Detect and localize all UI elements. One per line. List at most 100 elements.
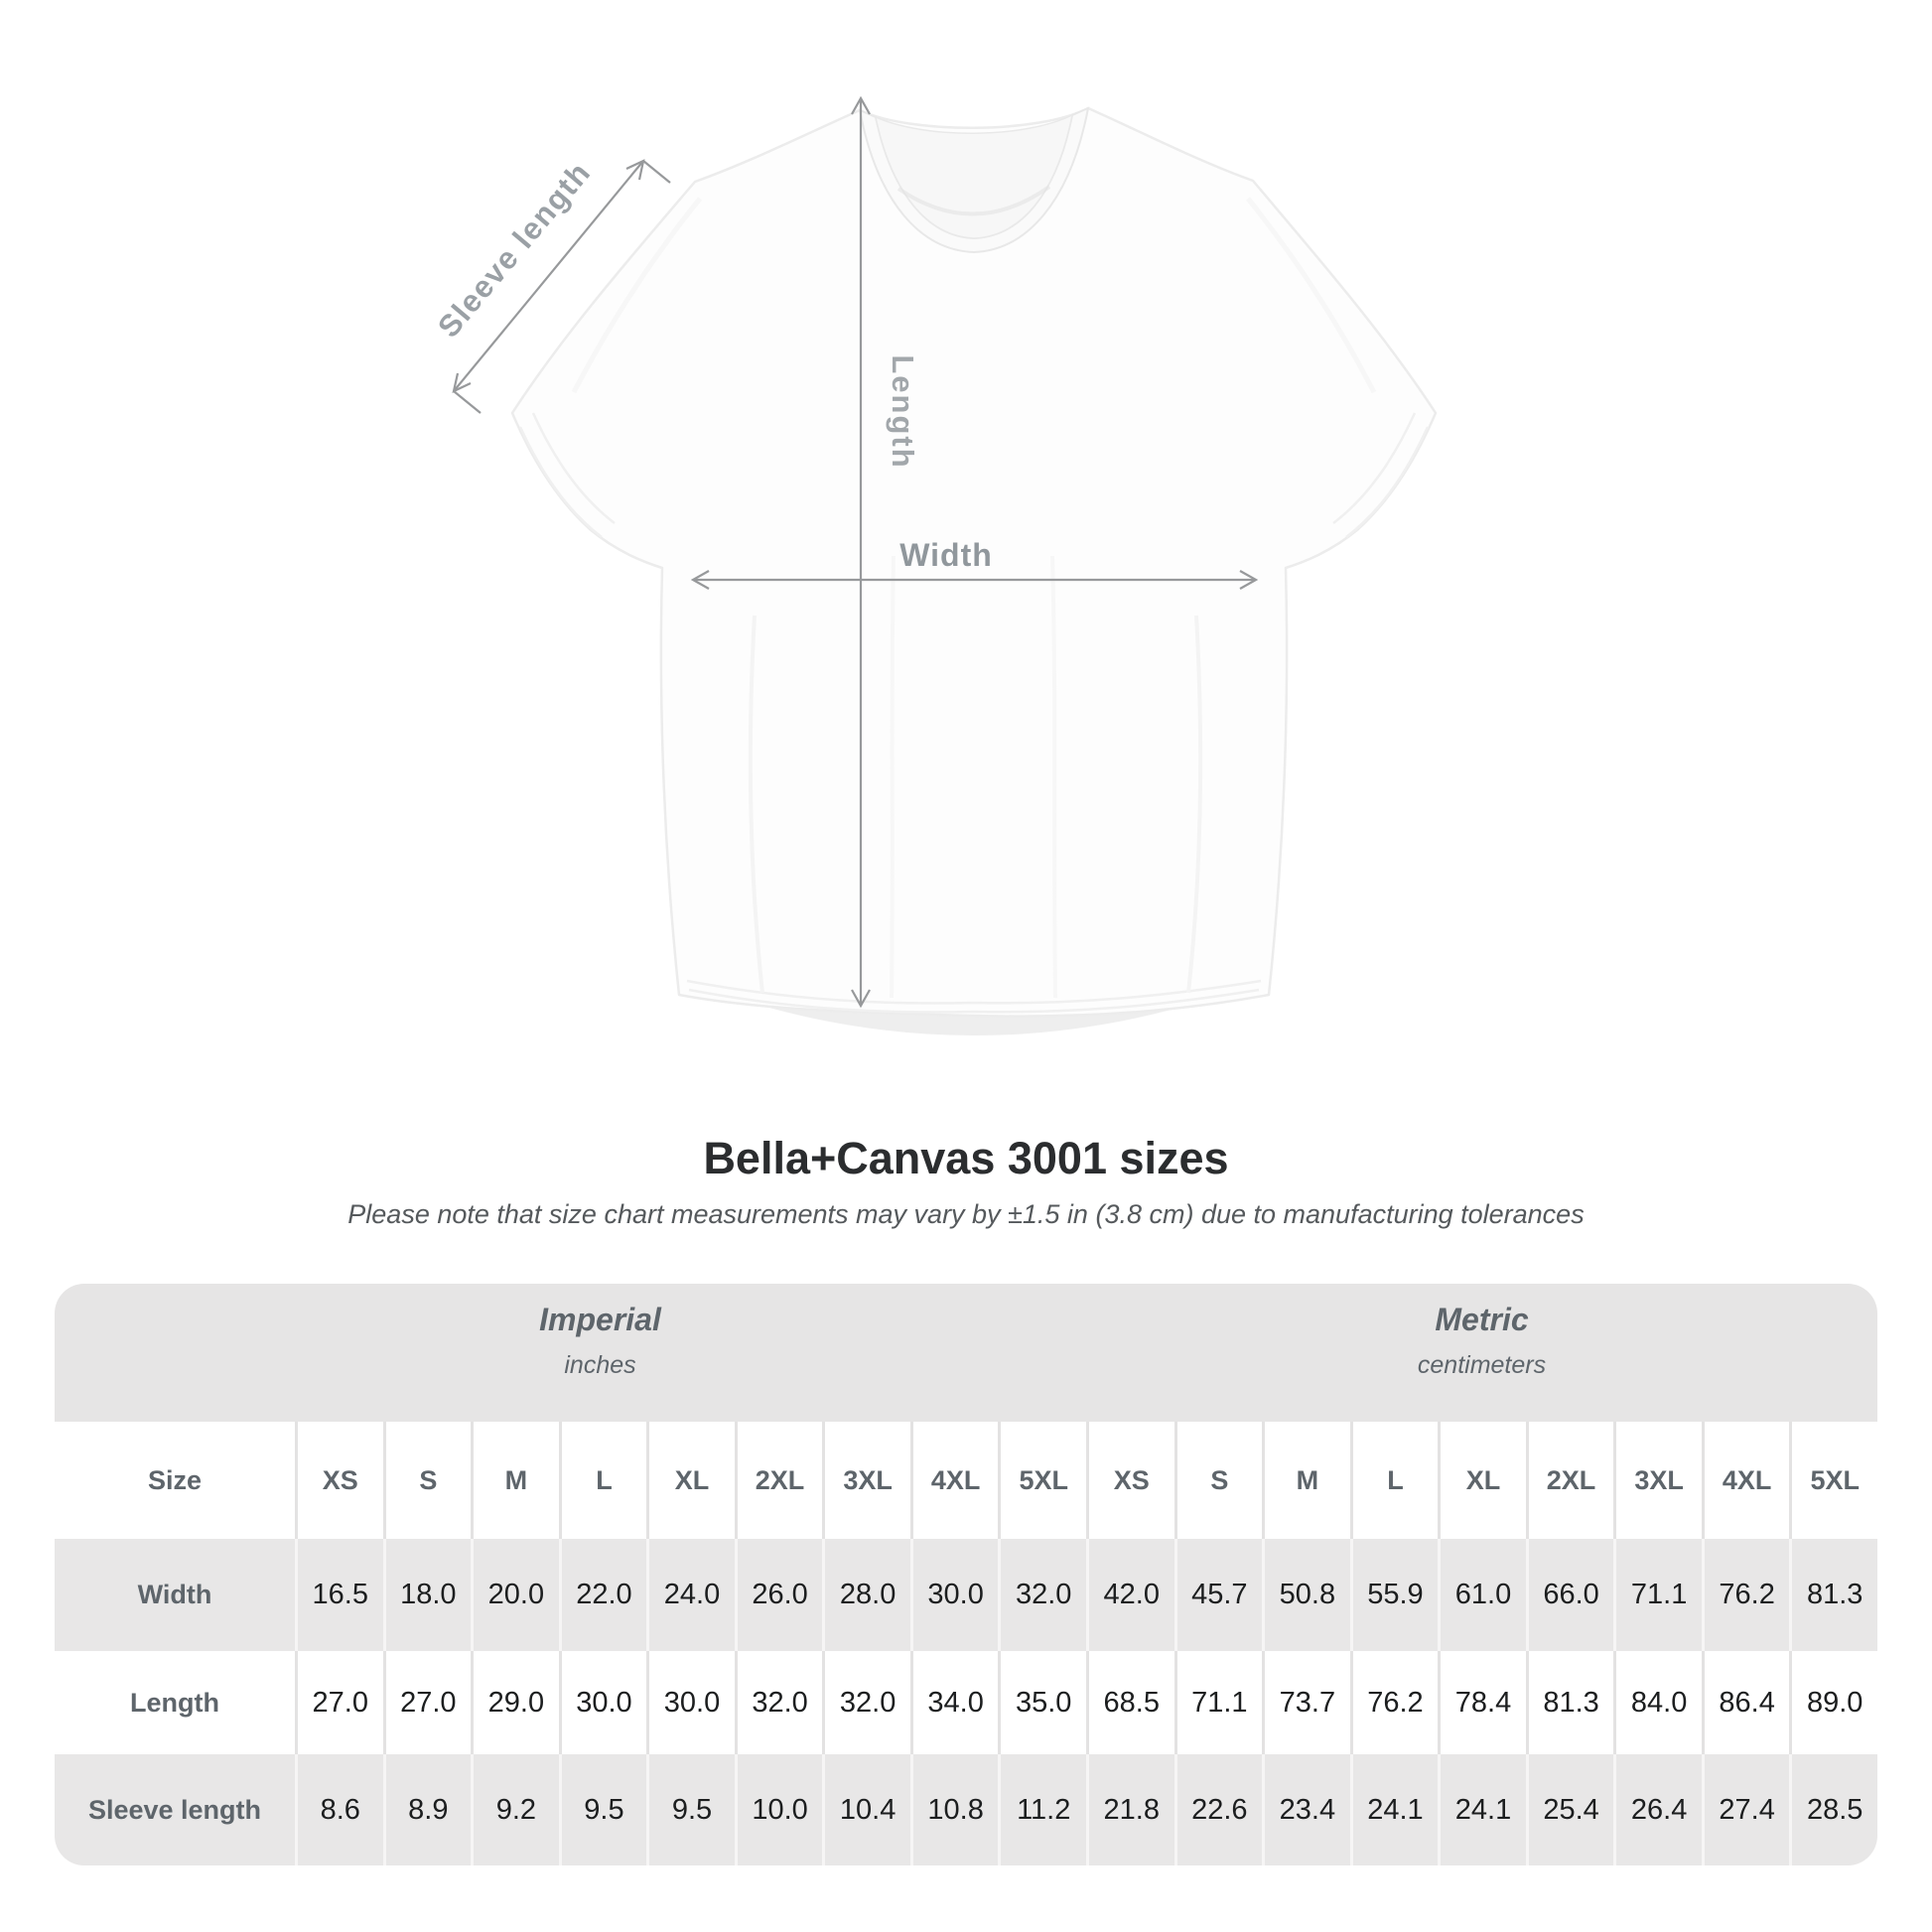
value-cell: 28.5: [1789, 1754, 1877, 1865]
value-cell: 24.1: [1349, 1754, 1439, 1865]
size-col-header: S: [382, 1422, 472, 1539]
value-cell: 28.0: [822, 1539, 910, 1651]
width-label: Width: [899, 537, 993, 573]
value-cell: 8.6: [295, 1754, 383, 1865]
size-col-header: L: [558, 1422, 647, 1539]
value-cell: 81.3: [1789, 1539, 1877, 1651]
value-cell: 27.0: [382, 1651, 472, 1754]
measurement-arrows: [452, 95, 1259, 1009]
size-table: Imperial inches Metric centimeters Size X…: [55, 1284, 1877, 1865]
value-cell: 10.0: [734, 1754, 823, 1865]
size-col-header: S: [1173, 1422, 1263, 1539]
value-cell: 10.4: [822, 1754, 910, 1865]
value-cell: 24.0: [646, 1539, 735, 1651]
value-cell: 24.1: [1438, 1754, 1526, 1865]
value-cell: 71.1: [1613, 1539, 1702, 1651]
length-arrow: [851, 95, 871, 1009]
size-col-header: 3XL: [1613, 1422, 1702, 1539]
size-col-header: 4XL: [1701, 1422, 1790, 1539]
size-col-header: 3XL: [822, 1422, 910, 1539]
value-cell: 35.0: [998, 1651, 1086, 1754]
row-label: Width: [55, 1539, 295, 1651]
size-col-header: XS: [1086, 1422, 1174, 1539]
value-cell: 21.8: [1086, 1754, 1174, 1865]
value-cell: 61.0: [1438, 1539, 1526, 1651]
size-col-header: XS: [295, 1422, 383, 1539]
size-col-header: XL: [1438, 1422, 1526, 1539]
value-cell: 66.0: [1525, 1539, 1614, 1651]
size-col-header: L: [1349, 1422, 1439, 1539]
imperial-unit-label: inches: [564, 1351, 636, 1379]
value-cell: 30.0: [909, 1539, 999, 1651]
size-col-header: 4XL: [909, 1422, 999, 1539]
value-cell: 10.8: [909, 1754, 999, 1865]
metric-group-header: Metric centimeters: [1086, 1284, 1877, 1422]
value-cell: 27.4: [1701, 1754, 1790, 1865]
value-cell: 29.0: [471, 1651, 559, 1754]
value-cell: 11.2: [998, 1754, 1086, 1865]
value-cell: 71.1: [1173, 1651, 1263, 1754]
value-cell: 89.0: [1789, 1651, 1877, 1754]
value-cell: 9.5: [646, 1754, 735, 1865]
value-cell: 22.0: [558, 1539, 647, 1651]
tshirt-body: [510, 106, 1438, 1018]
value-cell: 50.8: [1262, 1539, 1350, 1651]
value-cell: 42.0: [1086, 1539, 1174, 1651]
value-cell: 22.6: [1173, 1754, 1263, 1865]
value-cell: 30.0: [558, 1651, 647, 1754]
value-cell: 26.4: [1613, 1754, 1702, 1865]
value-cell: 32.0: [822, 1651, 910, 1754]
page-title: Bella+Canvas 3001 sizes: [703, 1133, 1229, 1183]
size-col-header: 5XL: [998, 1422, 1086, 1539]
value-cell: 9.2: [471, 1754, 559, 1865]
collar-inner-shadow: [897, 185, 1051, 216]
value-cell: 81.3: [1525, 1651, 1614, 1754]
value-cell: 73.7: [1262, 1651, 1350, 1754]
value-cell: 84.0: [1613, 1651, 1702, 1754]
value-cell: 45.7: [1173, 1539, 1263, 1651]
value-cell: 78.4: [1438, 1651, 1526, 1754]
value-cell: 76.2: [1349, 1651, 1439, 1754]
value-cell: 32.0: [734, 1651, 823, 1754]
metric-unit-label: centimeters: [1417, 1351, 1547, 1379]
value-cell: 20.0: [471, 1539, 559, 1651]
row-label: Length: [130, 1687, 219, 1718]
value-cell: 9.5: [558, 1754, 647, 1865]
value-cell: 76.2: [1701, 1539, 1790, 1651]
value-cell: 16.5: [295, 1539, 383, 1651]
size-col-header: 5XL: [1789, 1422, 1877, 1539]
value-cell: 86.4: [1701, 1651, 1790, 1754]
value-cell: 23.4: [1262, 1754, 1350, 1865]
value-cell: 30.0: [646, 1651, 735, 1754]
value-cell: 68.5: [1086, 1651, 1174, 1754]
size-corner-header: Size: [147, 1464, 203, 1495]
size-col-header: 2XL: [734, 1422, 823, 1539]
value-cell: 26.0: [734, 1539, 823, 1651]
tshirt-measurement-diagram: Sleeve length Length Width: [431, 95, 1438, 1035]
tshirt-seams: [518, 412, 1430, 1014]
imperial-group-header: Imperial inches: [55, 1284, 1086, 1422]
value-cell: 32.0: [998, 1539, 1086, 1651]
size-col-header: M: [1262, 1422, 1350, 1539]
imperial-label: Imperial: [539, 1302, 661, 1337]
size-col-header: XL: [646, 1422, 735, 1539]
tshirt-neck-opening: [874, 113, 1074, 239]
value-cell: 25.4: [1525, 1754, 1614, 1865]
sleeve-length-label: Sleeve length: [431, 155, 598, 345]
tshirt-folds: [571, 197, 1377, 999]
tshirt-back-hem: [687, 981, 1261, 1035]
value-cell: 27.0: [295, 1651, 383, 1754]
length-label: Length: [886, 354, 920, 469]
width-arrow: [690, 570, 1259, 590]
value-cell: 34.0: [909, 1651, 999, 1754]
sleeve-length-arrow: [452, 159, 671, 414]
size-col-header: 2XL: [1525, 1422, 1614, 1539]
value-cell: 55.9: [1349, 1539, 1439, 1651]
row-label: Sleeve length: [55, 1754, 295, 1865]
metric-label: Metric: [1435, 1302, 1529, 1337]
size-col-header: M: [471, 1422, 559, 1539]
value-cell: 18.0: [382, 1539, 472, 1651]
value-cell: 8.9: [382, 1754, 472, 1865]
tolerance-note: Please note that size chart measurements…: [347, 1199, 1585, 1229]
